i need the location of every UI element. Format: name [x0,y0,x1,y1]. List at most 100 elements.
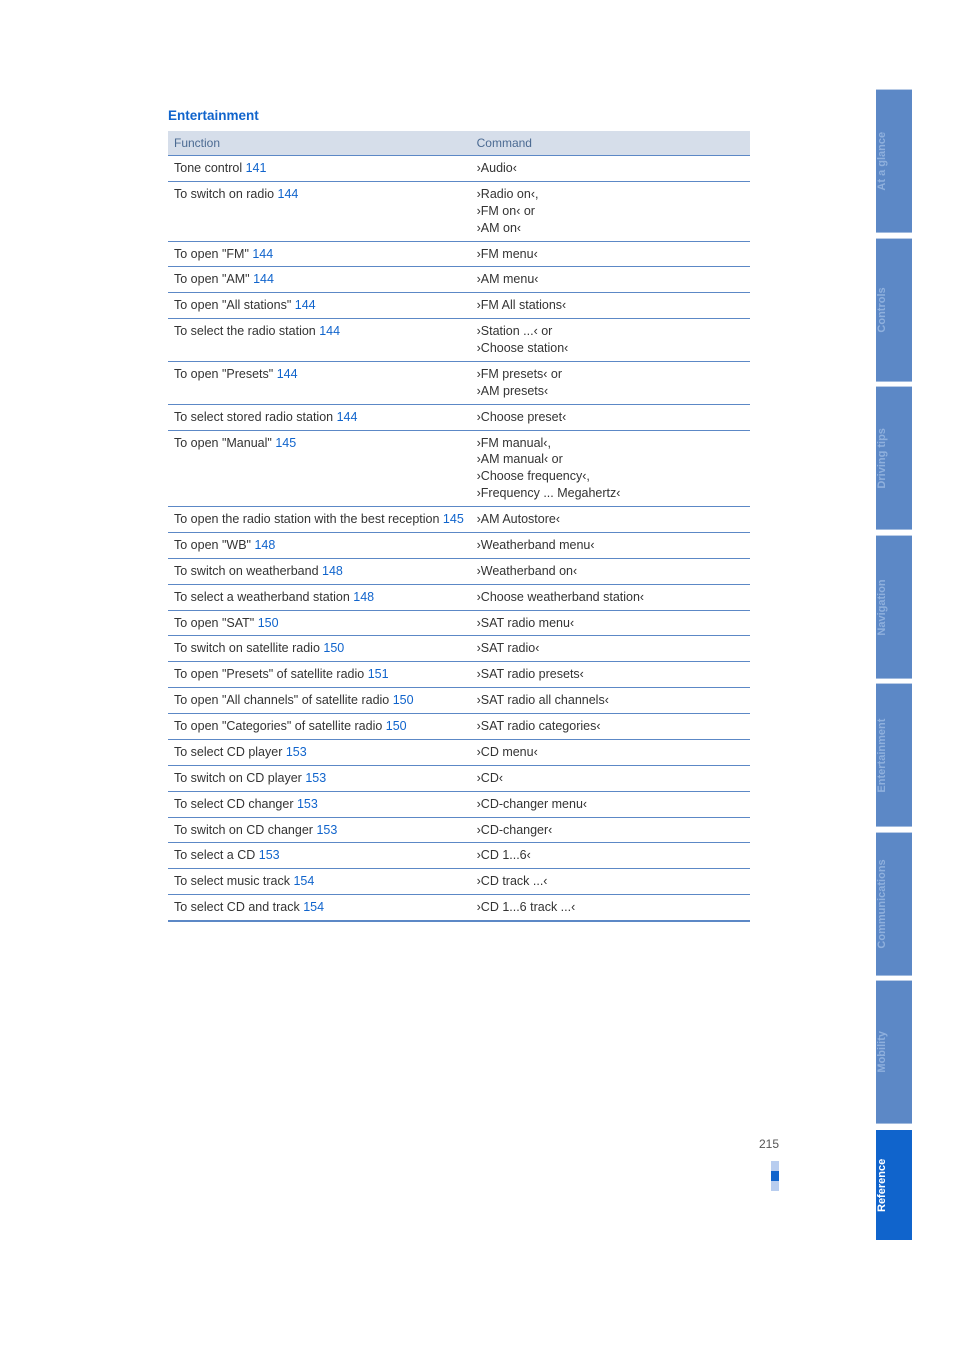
table-row: To select stored radio station 144›Choos… [168,404,750,430]
function-cell: Tone control 141 [168,156,471,182]
section-tabs-sidebar: At a glance Controls Driving tips Navigatio… [876,90,914,1240]
page-link[interactable]: 144 [337,410,358,424]
function-cell: To select the radio station 144 [168,319,471,362]
page-link[interactable]: 153 [297,797,318,811]
function-cell: To select music track 154 [168,869,471,895]
function-text: To switch on satellite radio [174,641,323,655]
command-cell: ›CD-changer‹ [471,817,750,843]
function-cell: To select stored radio station 144 [168,404,471,430]
function-text: To open "Categories" of satellite radio [174,719,386,733]
command-cell: ›FM menu‹ [471,241,750,267]
function-text: To open the radio station with the best … [174,512,443,526]
function-cell: To select a weatherband station 148 [168,584,471,610]
page-link[interactable]: 144 [253,272,274,286]
function-cell: To open "WB" 148 [168,532,471,558]
page-link[interactable]: 144 [295,298,316,312]
header-function: Function [168,131,471,156]
page-link[interactable]: 150 [323,641,344,655]
command-cell: ›Weatherband on‹ [471,558,750,584]
function-text: To open "SAT" [174,616,258,630]
page-link[interactable]: 145 [443,512,464,526]
function-cell: To open "All channels" of satellite radi… [168,688,471,714]
function-cell: To open the radio station with the best … [168,507,471,533]
table-row: To select CD player 153›CD menu‹ [168,739,750,765]
command-cell: ›Choose weatherband station‹ [471,584,750,610]
function-cell: To select CD and track 154 [168,895,471,921]
section-tab[interactable]: Navigation [876,536,912,679]
command-cell: ›Weatherband menu‹ [471,532,750,558]
page-link[interactable]: 153 [305,771,326,785]
function-cell: To select CD changer 153 [168,791,471,817]
function-cell: To open "SAT" 150 [168,610,471,636]
section-tab[interactable]: Driving tips [876,387,912,530]
function-text: To switch on radio [174,187,278,201]
page-link[interactable]: 141 [246,161,267,175]
section-tab[interactable]: Entertainment [876,684,912,827]
command-cell: ›AM menu‹ [471,267,750,293]
section-tab[interactable]: Communications [876,833,912,976]
function-cell: To open "Manual" 145 [168,430,471,507]
page-link[interactable]: 153 [316,823,337,837]
page-link[interactable]: 148 [254,538,275,552]
command-cell: ›CD 1...6‹ [471,843,750,869]
table-row: To select CD and track 154›CD 1...6 trac… [168,895,750,921]
table-row: To select a CD 153 ›CD 1...6‹ [168,843,750,869]
page-link[interactable]: 154 [293,874,314,888]
table-row: To open "SAT" 150›SAT radio menu‹ [168,610,750,636]
function-text: To select a CD [174,848,259,862]
page-link[interactable]: 150 [386,719,407,733]
table-row: Tone control 141›Audio‹ [168,156,750,182]
section-tab[interactable]: Controls [876,239,912,382]
page-link[interactable]: 148 [353,590,374,604]
command-cell: ›Audio‹ [471,156,750,182]
table-row: To open "All channels" of satellite radi… [168,688,750,714]
command-cell: ›SAT radio menu‹ [471,610,750,636]
table-row: To switch on CD changer 153›CD-changer‹ [168,817,750,843]
function-text: To switch on CD player [174,771,305,785]
function-cell: To switch on satellite radio 150 [168,636,471,662]
table-row: To open "All stations" 144›FM All statio… [168,293,750,319]
header-command: Command [471,131,750,156]
function-text: To open "Manual" [174,436,275,450]
function-cell: To switch on weatherband 148 [168,558,471,584]
page-link[interactable]: 153 [286,745,307,759]
page-link[interactable]: 144 [277,367,298,381]
function-text: To select a weatherband station [174,590,353,604]
page-link[interactable]: 153 [259,848,280,862]
page-link[interactable]: 151 [368,667,389,681]
command-cell: ›SAT radio all channels‹ [471,688,750,714]
table-header-row: Function Command [168,131,750,156]
function-cell: To open "AM" 144 [168,267,471,293]
command-cell: ›CD‹ [471,765,750,791]
table-row: To select music track 154›CD track ...‹ [168,869,750,895]
section-tab[interactable]: Reference [876,1130,912,1240]
page-link[interactable]: 145 [275,436,296,450]
section-tab[interactable]: Mobility [876,981,912,1124]
page-link[interactable]: 150 [393,693,414,707]
command-cell: ›CD track ...‹ [471,869,750,895]
page-number: 215 [759,1137,779,1151]
function-text: To switch on weatherband [174,564,322,578]
command-cell: ›CD 1...6 track ...‹ [471,895,750,921]
table-row: To select a weatherband station 148›Choo… [168,584,750,610]
page-link[interactable]: 144 [252,247,273,261]
page-link[interactable]: 148 [322,564,343,578]
function-cell: To switch on radio 144 [168,181,471,241]
function-text: To open "WB" [174,538,254,552]
function-text: To open "FM" [174,247,252,261]
page-link[interactable]: 144 [278,187,299,201]
function-text: To open "All stations" [174,298,295,312]
page-link[interactable]: 144 [319,324,340,338]
page-link[interactable]: 154 [303,900,324,914]
table-row: To open "AM" 144›AM menu‹ [168,267,750,293]
function-cell: To open "Categories" of satellite radio … [168,714,471,740]
table-row: To switch on radio 144›Radio on‹, ›FM on… [168,181,750,241]
page-link[interactable]: 150 [258,616,279,630]
function-text: To open "Presets" of satellite radio [174,667,368,681]
command-cell: ›SAT radio‹ [471,636,750,662]
table-row: To switch on satellite radio 150›SAT rad… [168,636,750,662]
section-tab[interactable]: At a glance [876,90,912,233]
command-cell: ›Choose preset‹ [471,404,750,430]
function-text: To select music track [174,874,293,888]
function-cell: To switch on CD changer 153 [168,817,471,843]
